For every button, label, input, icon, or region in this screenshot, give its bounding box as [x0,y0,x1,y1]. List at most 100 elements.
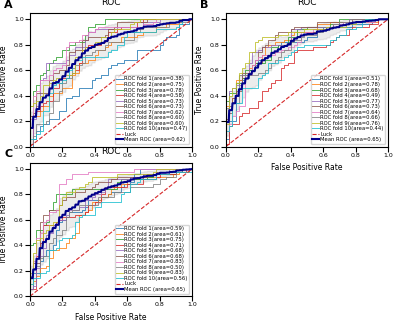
ROC fold 9(area=0.60) [34,101,39,105]
ROC fold 9(area=0.76) [230,94,235,98]
ROC fold 7(area=0.83) [125,170,130,174]
Mean ROC (area=0.65) [224,120,228,124]
ROC fold 1(area=0.59) [131,175,136,178]
ROC fold 1(area=0.38) [186,17,191,21]
ROC fold 9(area=0.83) [190,167,194,171]
Legend: ROC fold 1(area=0.51), ROC fold 2(area=0.78), ROC fold 3(area=0.68), ROC fold 4(: ROC fold 1(area=0.51), ROC fold 2(area=0… [311,75,385,144]
ROC fold 1(area=0.59) [28,294,32,298]
Title: ROC: ROC [297,0,317,6]
ROC fold 4(area=0.58) [151,17,156,21]
ROC fold 4(area=0.71) [73,213,78,217]
ROC fold 8(area=0.66) [347,17,352,21]
Mean ROC (area=0.62) [187,17,192,21]
ROC fold 7(area=0.64) [386,17,390,21]
ROC fold 4(area=0.58) [37,104,42,108]
Mean ROC (area=0.62) [190,17,194,21]
ROC fold 2(area=0.78) [259,55,264,59]
ROC fold 5(area=0.73) [157,17,162,21]
ROC fold 3(area=0.68) [227,99,232,103]
Line: ROC fold 4(area=0.49): ROC fold 4(area=0.49) [226,19,388,147]
Mean ROC (area=0.65) [127,179,132,183]
ROC fold 10(area=0.56) [190,167,194,171]
ROC fold 6(area=0.73) [34,101,39,105]
ROC fold 5(area=0.77) [227,91,232,95]
Line: ROC fold 3(area=0.68): ROC fold 3(area=0.68) [226,19,388,147]
ROC fold 6(area=0.73) [301,25,306,29]
ROC fold 8(area=0.66) [236,99,241,103]
ROC fold 10(area=0.47) [190,17,194,21]
Line: ROC fold 8(area=0.66): ROC fold 8(area=0.66) [226,19,388,147]
ROC fold 3(area=0.75) [31,241,36,245]
ROC fold 8(area=0.50) [70,210,74,214]
ROC fold 9(area=0.83) [60,203,65,206]
ROC fold 1(area=0.38) [54,117,58,120]
ROC fold 5(area=0.68) [167,167,172,171]
ROC fold 1(area=0.38) [92,78,97,82]
ROC fold 7(area=0.64) [236,106,241,110]
ROC fold 2(area=0.78) [386,17,390,21]
ROC fold 9(area=0.60) [190,17,194,21]
ROC fold 7(area=0.62) [31,99,36,103]
ROC fold 2(area=0.75) [180,17,185,21]
ROC fold 9(area=0.76) [350,23,355,26]
Line: ROC fold 2(area=0.78): ROC fold 2(area=0.78) [226,19,388,147]
ROC fold 8(area=0.66) [224,145,228,148]
Mean ROC (area=0.65) [164,171,169,175]
ROC fold 6(area=0.73) [28,145,32,148]
ROC fold 1(area=0.59) [70,210,74,214]
ROC fold 8(area=0.60) [50,106,55,110]
ROC fold 3(area=0.68) [262,58,267,62]
ROC fold 10(area=0.47) [28,145,32,148]
ROC fold 5(area=0.68) [28,294,32,298]
ROC fold 2(area=0.61) [186,167,191,171]
Line: ROC fold 5(area=0.68): ROC fold 5(area=0.68) [30,169,192,296]
ROC fold 2(area=0.75) [76,66,81,70]
ROC fold 8(area=0.60) [190,17,194,21]
ROC fold 4(area=0.58) [28,145,32,148]
ROC fold 9(area=0.76) [305,27,310,31]
Mean ROC (area=0.62) [124,31,128,34]
ROC fold 3(area=0.75) [190,167,194,171]
ROC fold 2(area=0.78) [224,145,228,148]
ROC fold 10(area=0.56) [138,180,142,184]
ROC fold 10(area=0.47) [47,104,52,108]
ROC fold 3(area=0.78) [31,99,36,103]
ROC fold 3(area=0.78) [102,23,107,26]
ROC fold 6(area=0.73) [233,96,238,100]
ROC fold 6(area=0.73) [34,94,39,98]
Mean ROC (area=0.62) [124,31,129,34]
ROC fold 10(area=0.44) [386,17,390,21]
ROC fold 4(area=0.71) [183,167,188,171]
ROC fold 10(area=0.56) [76,215,81,219]
Line: ROC fold 7(area=0.62): ROC fold 7(area=0.62) [30,19,192,147]
Mean ROC (area=0.62) [28,126,32,130]
Text: C: C [4,149,12,159]
Mean ROC (area=0.65) [28,276,33,280]
ROC fold 6(area=0.68) [37,254,42,258]
ROC fold 2(area=0.75) [190,17,194,21]
ROC fold 8(area=0.66) [269,63,274,67]
ROC fold 9(area=0.60) [151,17,156,21]
ROC fold 5(area=0.77) [253,51,258,54]
ROC fold 9(area=0.76) [253,51,258,54]
ROC fold 7(area=0.83) [34,251,39,255]
ROC fold 4(area=0.71) [37,254,42,258]
ROC fold 2(area=0.61) [134,177,139,181]
ROC fold 5(area=0.68) [66,208,71,212]
ROC fold 2(area=0.61) [50,256,55,260]
ROC fold 1(area=0.38) [57,111,62,115]
Line: ROC fold 3(area=0.78): ROC fold 3(area=0.78) [30,19,192,147]
ROC fold 6(area=0.73) [256,53,261,57]
ROC fold 9(area=0.60) [28,145,32,148]
Mean ROC (area=0.65) [376,17,381,21]
ROC fold 7(area=0.83) [151,167,156,171]
ROC fold 7(area=0.64) [224,145,228,148]
ROC fold 2(area=0.75) [141,33,146,36]
ROC fold 2(area=0.78) [376,17,381,21]
ROC fold 8(area=0.66) [327,25,332,29]
ROC fold 7(area=0.62) [131,25,136,29]
Mean ROC (area=0.62) [127,30,132,34]
Mean ROC (area=0.65) [386,17,390,21]
ROC fold 8(area=0.60) [122,38,126,42]
ROC fold 10(area=0.56) [28,294,32,298]
